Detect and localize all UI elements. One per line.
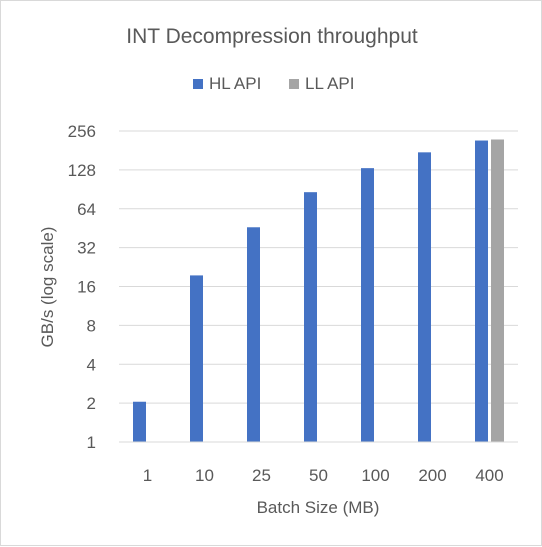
legend-label: HL API xyxy=(209,74,261,93)
x-tick-label: 100 xyxy=(361,466,389,485)
x-tick-label: 1 xyxy=(143,466,152,485)
bar-hl-api xyxy=(304,192,317,442)
y-tick-label: 128 xyxy=(68,161,96,180)
y-tick-label: 32 xyxy=(77,239,96,258)
x-axis-ticks: 1 10 25 50 100 200 400 xyxy=(143,466,504,485)
x-tick-label: 200 xyxy=(418,466,446,485)
bar-ll-api xyxy=(491,139,504,442)
x-tick-label: 10 xyxy=(195,466,214,485)
y-tick-label: 16 xyxy=(77,278,96,297)
y-tick-label: 4 xyxy=(87,355,96,374)
x-tick-label: 50 xyxy=(309,466,328,485)
bar-hl-api xyxy=(133,401,146,442)
x-tick-label: 400 xyxy=(475,466,503,485)
x-axis-label: Batch Size (MB) xyxy=(257,498,380,517)
gridlines xyxy=(119,130,518,404)
bar-hl-api xyxy=(361,168,374,443)
y-tick-label: 8 xyxy=(87,316,96,335)
chart-title: INT Decompression throughput xyxy=(126,25,418,48)
legend-swatch xyxy=(289,79,299,89)
y-tick-label: 256 xyxy=(68,122,96,141)
y-tick-label: 64 xyxy=(77,200,96,219)
bars xyxy=(133,139,504,443)
y-tick-label: 1 xyxy=(87,433,96,452)
legend-swatch xyxy=(193,79,203,89)
bar-hl-api xyxy=(247,227,260,442)
bar-hl-api xyxy=(418,152,431,442)
y-axis-ticks: 1 2 4 8 16 32 64 128 256 xyxy=(68,122,96,452)
bar-hl-api xyxy=(475,140,488,442)
legend: HL API LL API xyxy=(193,74,354,93)
legend-label: LL API xyxy=(305,74,354,93)
x-tick-label: 25 xyxy=(252,466,271,485)
bar-hl-api xyxy=(190,275,203,442)
y-tick-label: 2 xyxy=(87,394,96,413)
y-axis-label: GB/s (log scale) xyxy=(38,227,57,348)
